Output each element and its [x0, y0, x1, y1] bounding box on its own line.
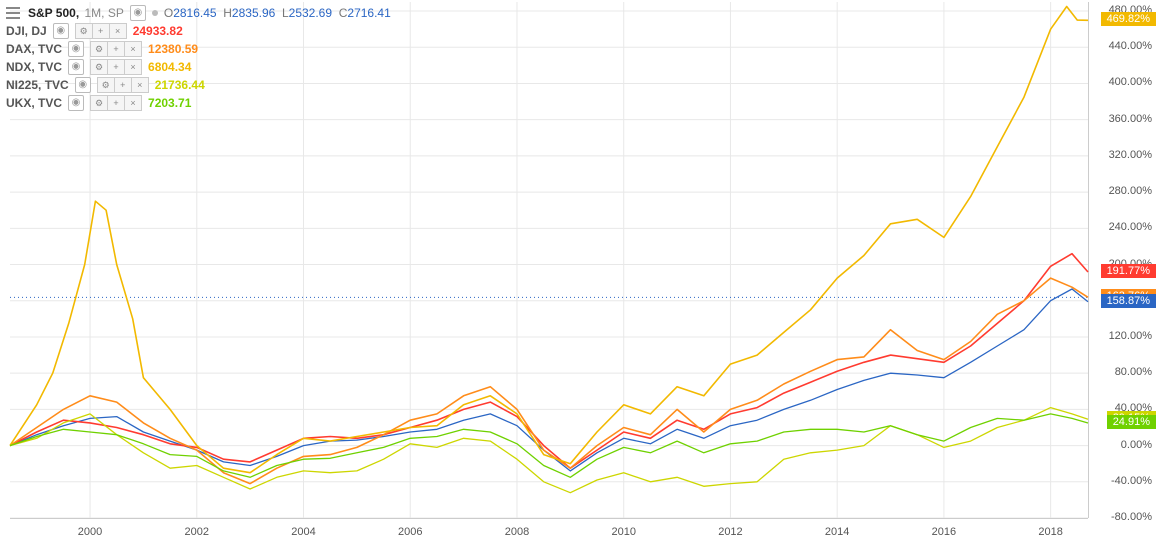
settings-icon[interactable]: ⚙: [97, 77, 115, 93]
settings-icon[interactable]: ⚙: [90, 41, 108, 57]
x-tick-label: 2018: [1038, 526, 1062, 538]
y-tick-label: 80.00%: [1115, 366, 1152, 378]
overlay-controls: ⚙+×: [90, 59, 142, 75]
y-tick-label: 360.00%: [1109, 113, 1152, 125]
y-tick-label: 320.00%: [1109, 149, 1152, 161]
overlay-controls: ⚙+×: [75, 23, 127, 39]
overlay-value: 21736.44: [155, 76, 205, 94]
add-icon[interactable]: +: [108, 95, 125, 111]
legend-panel: S&P 500, 1M, SP ◉ O2816.45 H2835.96 L253…: [6, 4, 391, 112]
close-icon[interactable]: ×: [125, 95, 142, 111]
visibility-toggle[interactable]: ◉: [68, 59, 84, 75]
overlay-value: 12380.59: [148, 40, 198, 58]
visibility-toggle[interactable]: ◉: [68, 41, 84, 57]
legend-row-ni225: NI225, TVC ◉ ⚙+× 21736.44: [6, 76, 391, 94]
ohlc-h: 2835.96: [232, 6, 275, 20]
ohlc-l: 2532.69: [289, 6, 332, 20]
price-label: 191.77%: [1101, 264, 1156, 278]
series-dji: [10, 254, 1088, 469]
y-tick-label: 280.00%: [1109, 185, 1152, 197]
close-icon[interactable]: ×: [110, 23, 127, 39]
y-tick-label: 440.00%: [1109, 40, 1152, 52]
x-tick-label: 2014: [825, 526, 849, 538]
add-icon[interactable]: +: [115, 77, 132, 93]
x-tick-label: 2016: [932, 526, 956, 538]
ohlc-readout: O2816.45 H2835.96 L2532.69 C2716.41: [164, 4, 391, 22]
legend-row-ndx: NDX, TVC ◉ ⚙+× 6804.34: [6, 58, 391, 76]
x-tick-label: 2004: [291, 526, 315, 538]
visibility-toggle[interactable]: ◉: [68, 95, 84, 111]
legend-row-dax: DAX, TVC ◉ ⚙+× 12380.59: [6, 40, 391, 58]
overlay-value: 6804.34: [148, 58, 191, 76]
close-icon[interactable]: ×: [132, 77, 149, 93]
add-icon[interactable]: +: [108, 59, 125, 75]
settings-icon[interactable]: ⚙: [75, 23, 93, 39]
add-icon[interactable]: +: [93, 23, 110, 39]
overlay-symbol[interactable]: UKX, TVC: [6, 94, 62, 112]
overlay-symbol[interactable]: DJI, DJ: [6, 22, 47, 40]
x-tick-label: 2010: [611, 526, 635, 538]
price-label: 469.82%: [1101, 12, 1156, 26]
settings-icon[interactable]: ⚙: [90, 59, 108, 75]
close-icon[interactable]: ×: [125, 41, 142, 57]
close-icon[interactable]: ×: [125, 59, 142, 75]
price-label: 158.87%: [1101, 294, 1156, 308]
ohlc-o: 2816.45: [173, 6, 216, 20]
x-tick-label: 2008: [505, 526, 529, 538]
overlay-controls: ⚙+×: [90, 95, 142, 111]
y-tick-label: 400.00%: [1109, 76, 1152, 88]
settings-icon[interactable]: ⚙: [90, 95, 108, 111]
status-dot: [152, 10, 158, 16]
overlay-value: 24933.82: [133, 22, 183, 40]
visibility-toggle[interactable]: ◉: [75, 77, 91, 93]
overlay-controls: ⚙+×: [90, 41, 142, 57]
overlay-symbol[interactable]: DAX, TVC: [6, 40, 62, 58]
series-dax: [10, 278, 1088, 484]
y-tick-label: -40.00%: [1111, 475, 1152, 487]
visibility-toggle[interactable]: ◉: [53, 23, 69, 39]
y-tick-label: -80.00%: [1111, 511, 1152, 523]
price-label: 24.91%: [1107, 415, 1156, 429]
x-tick-label: 2012: [718, 526, 742, 538]
y-tick-label: 120.00%: [1109, 330, 1152, 342]
menu-icon[interactable]: [6, 7, 20, 19]
y-tick-label: 0.00%: [1121, 439, 1152, 451]
visibility-toggle[interactable]: ◉: [130, 5, 146, 21]
chart-container: { "layout":{ "width":1156,"height":542, …: [0, 0, 1156, 542]
overlay-symbol[interactable]: NDX, TVC: [6, 58, 62, 76]
y-tick-label: 240.00%: [1109, 221, 1152, 233]
overlay-symbol[interactable]: NI225, TVC: [6, 76, 69, 94]
overlay-controls: ⚙+×: [97, 77, 149, 93]
add-icon[interactable]: +: [108, 41, 125, 57]
legend-main-row: S&P 500, 1M, SP ◉ O2816.45 H2835.96 L253…: [6, 4, 391, 22]
ohlc-c: 2716.41: [347, 6, 390, 20]
legend-row-dji: DJI, DJ ◉ ⚙+× 24933.82: [6, 22, 391, 40]
overlay-value: 7203.71: [148, 94, 191, 112]
legend-row-ukx: UKX, TVC ◉ ⚙+× 7203.71: [6, 94, 391, 112]
x-tick-label: 2000: [78, 526, 102, 538]
x-tick-label: 2006: [398, 526, 422, 538]
main-symbol[interactable]: S&P 500, 1M, SP: [28, 4, 124, 22]
x-tick-label: 2002: [185, 526, 209, 538]
